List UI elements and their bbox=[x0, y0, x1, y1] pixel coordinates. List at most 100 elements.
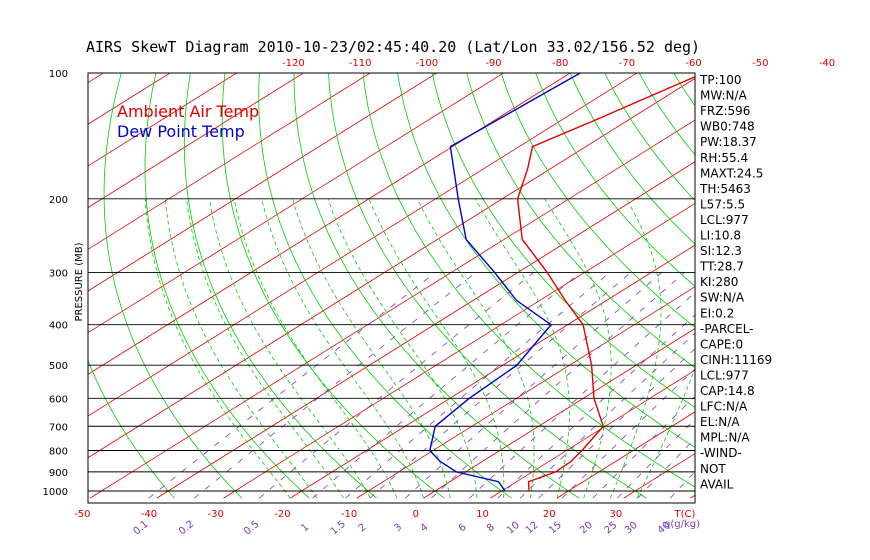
mixing-ratio-label: 0.5 bbox=[242, 519, 261, 538]
stability-index-item: AVAIL bbox=[700, 477, 734, 491]
mixing-ratio-line bbox=[670, 471, 695, 499]
bottom-temp-tick-label: -50 bbox=[74, 509, 90, 520]
stability-index-item: KI:280 bbox=[700, 275, 738, 289]
axes: 1002003004005006007008009001000PRESSURE … bbox=[43, 58, 836, 537]
isotherm-line bbox=[223, 202, 695, 499]
isotherm-line bbox=[556, 411, 695, 499]
moist-adiabat-line bbox=[292, 198, 451, 499]
isotherm-line bbox=[88, 77, 695, 459]
stability-index-item: RH:55.4 bbox=[700, 151, 748, 165]
dry-adiabat-line bbox=[466, 73, 695, 369]
dry-adiabat-line bbox=[431, 73, 695, 409]
sounding-profiles bbox=[429, 73, 695, 492]
background-grid bbox=[0, 64, 870, 499]
moist-adiabat-line bbox=[417, 198, 535, 499]
mixing-ratio-unit-label: q(g/kg) bbox=[664, 519, 700, 530]
dry-adiabat-line bbox=[103, 73, 243, 499]
legend-ambient-air-temp: Ambient Air Temp bbox=[117, 102, 259, 121]
dry-adiabat-line bbox=[144, 73, 310, 499]
stability-index-item: CAPE:0 bbox=[700, 337, 743, 351]
bottom-temp-tick-label: 10 bbox=[476, 509, 489, 520]
dry-adiabat-line bbox=[535, 73, 695, 287]
stability-index-item: EL:N/A bbox=[700, 415, 740, 429]
top-temp-tick-label: -50 bbox=[752, 58, 768, 69]
top-temp-tick-label: -60 bbox=[685, 58, 701, 69]
stability-index-item: EI:0.2 bbox=[700, 306, 734, 320]
moist-adiabat-line bbox=[144, 198, 291, 499]
pressure-axis-label: PRESSURE (MB) bbox=[74, 242, 85, 321]
mixing-ratio-line bbox=[258, 272, 534, 499]
temp-unit-label: T(C) bbox=[674, 509, 696, 520]
moist-adiabat-line bbox=[233, 198, 398, 499]
dry-adiabat-line bbox=[500, 73, 695, 328]
pressure-tick-label: 1000 bbox=[43, 487, 68, 498]
pressure-tick-label: 400 bbox=[49, 321, 68, 332]
pressure-tick-label: 900 bbox=[49, 468, 68, 479]
stability-index-item: CAP:14.8 bbox=[700, 384, 755, 398]
isotherm-line bbox=[356, 286, 695, 499]
mixing-ratio-line bbox=[469, 292, 695, 499]
dry-adiabat-line bbox=[258, 73, 512, 499]
mixing-ratio-label: 30 bbox=[623, 520, 640, 537]
moist-adiabat-line bbox=[261, 198, 424, 499]
stability-index-item: TP:100 bbox=[699, 73, 742, 87]
isotherm-line bbox=[0, 64, 51, 498]
pressure-tick-label: 300 bbox=[49, 268, 68, 279]
mixing-ratio-line bbox=[637, 438, 695, 499]
top-temp-tick-label: -40 bbox=[819, 58, 835, 69]
pressure-tick-label: 700 bbox=[49, 422, 68, 433]
stability-index-item: TH:5463 bbox=[699, 182, 751, 196]
mixing-ratio-line bbox=[519, 332, 695, 499]
isotherm-line bbox=[824, 64, 870, 498]
stability-index-item: -PARCEL- bbox=[700, 322, 754, 336]
stability-index-item: WB0:748 bbox=[700, 120, 755, 134]
mixing-ratio-line bbox=[592, 395, 695, 499]
moist-adiabat-line bbox=[164, 198, 318, 499]
mixing-ratio-line bbox=[561, 368, 695, 499]
pressure-tick-label: 600 bbox=[49, 394, 68, 405]
mixing-ratio-line bbox=[431, 272, 685, 499]
mixing-ratio-label: 8 bbox=[485, 522, 497, 535]
pressure-tick-label: 200 bbox=[49, 195, 68, 206]
mixing-ratio-label: 10 bbox=[505, 520, 522, 537]
legend-dew-point-temp: Dew Point Temp bbox=[117, 122, 245, 141]
isotherm-line bbox=[88, 73, 371, 250]
top-temp-tick-label: -70 bbox=[619, 58, 635, 69]
dry-adiabat-line bbox=[812, 73, 870, 498]
dry-adiabat-line bbox=[328, 73, 647, 499]
stability-index-item: NOT bbox=[700, 462, 726, 476]
isotherm-line bbox=[89, 119, 695, 499]
moist-adiabat-line bbox=[544, 198, 612, 499]
mixing-ratio-label: 4 bbox=[418, 522, 430, 535]
bottom-temp-tick-label: -20 bbox=[274, 509, 290, 520]
isotherm-line bbox=[88, 73, 638, 417]
stability-index-item: L57:5.5 bbox=[700, 197, 745, 211]
mixing-ratio-line bbox=[193, 272, 477, 499]
dry-adiabat-line bbox=[846, 73, 870, 498]
mixing-ratio-label: 6 bbox=[457, 522, 469, 535]
mixing-ratio-line bbox=[148, 272, 436, 499]
mixing-ratio-line bbox=[369, 272, 632, 499]
top-temp-tick-label: -100 bbox=[415, 58, 438, 69]
stability-index-item: PW:18.37 bbox=[700, 135, 757, 149]
mixing-ratio-label: 0.1 bbox=[131, 519, 150, 538]
stability-index-item: TT:28.7 bbox=[699, 260, 744, 274]
stability-index-item: MAXT:24.5 bbox=[700, 166, 763, 180]
dry-adiabat-line bbox=[777, 73, 870, 498]
mixing-ratio-label: 1 bbox=[299, 522, 311, 535]
pressure-tick-label: 500 bbox=[49, 361, 68, 372]
mixing-ratio-label: 25 bbox=[603, 520, 620, 537]
stability-index-item: LCL:977 bbox=[700, 368, 749, 382]
isotherm-line bbox=[757, 64, 870, 498]
isotherm-line bbox=[289, 244, 695, 499]
isotherm-line bbox=[88, 73, 238, 167]
mixing-ratio-label: 12 bbox=[524, 520, 541, 537]
stability-index-item: MPL:N/A bbox=[700, 431, 750, 445]
isotherm-line bbox=[490, 369, 695, 499]
bottom-temp-tick-label: 20 bbox=[543, 509, 556, 520]
mixing-ratio-label: 1.5 bbox=[329, 519, 348, 538]
stability-index-item: FRZ:596 bbox=[700, 104, 750, 118]
mixing-ratio-line bbox=[617, 418, 695, 499]
